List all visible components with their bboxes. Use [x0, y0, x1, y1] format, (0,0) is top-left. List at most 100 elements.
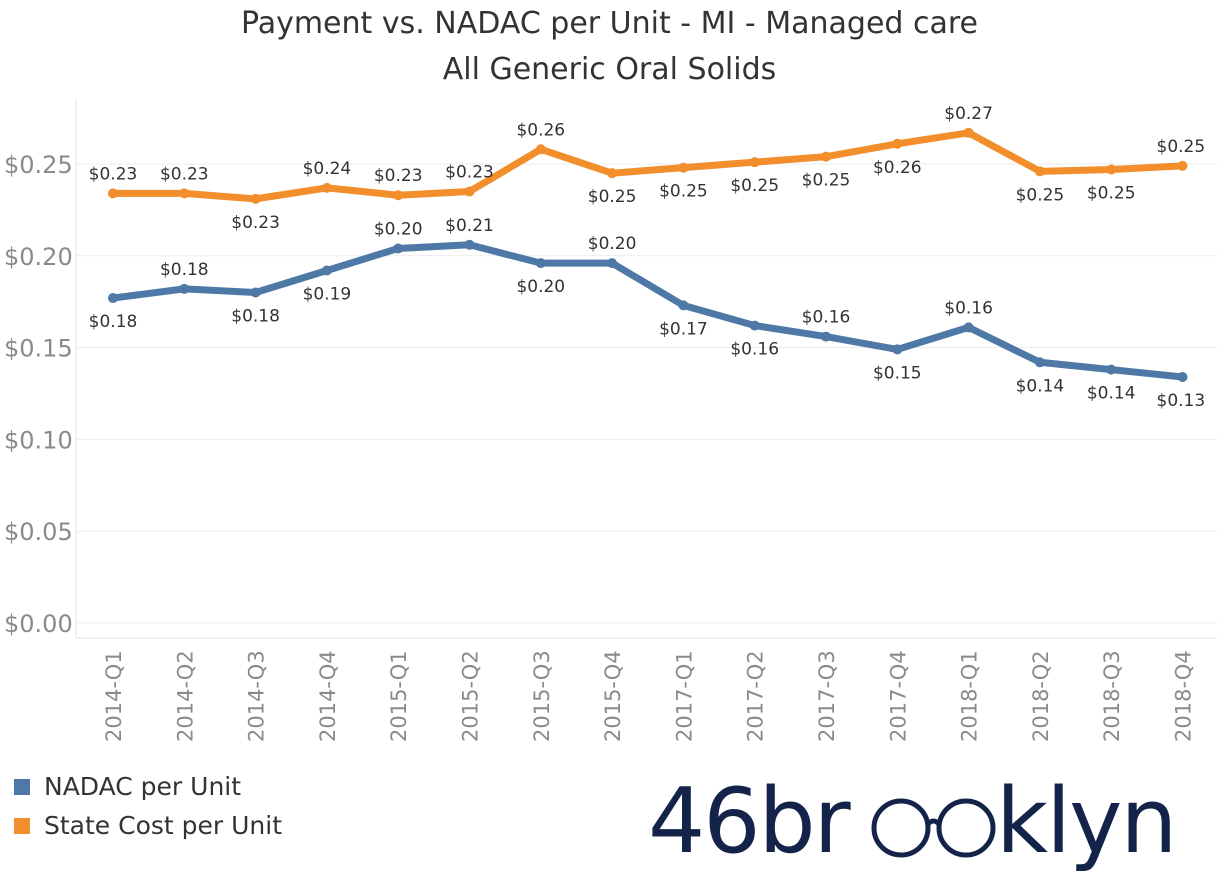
x-tick-label: 2014-Q4: [316, 650, 340, 742]
data-label-nadac: $0.18: [160, 260, 209, 280]
data-point-state-cost: [1106, 164, 1117, 175]
data-point-state-cost: [250, 193, 261, 204]
data-point-state-cost: [821, 151, 831, 162]
x-tick-label: 2018-Q1: [958, 650, 982, 742]
data-label-nadac: $0.13: [1157, 391, 1206, 411]
y-tick-label: $0.00: [4, 610, 73, 638]
data-point-state-cost: [963, 127, 974, 138]
x-tick-label: 2018-Q3: [1100, 650, 1124, 742]
data-label-nadac: $0.20: [516, 277, 565, 297]
y-tick-label: $0.10: [4, 426, 73, 454]
glasses-icon: [871, 798, 996, 858]
data-label-state-cost: $0.26: [873, 158, 922, 178]
data-point-nadac: [678, 300, 689, 311]
data-label-state-cost: $0.25: [1016, 185, 1065, 205]
data-point-state-cost: [678, 162, 689, 173]
x-tick-label: 2014-Q2: [173, 650, 197, 742]
legend-label-nadac: NADAC per Unit: [44, 772, 242, 801]
data-label-state-cost: $0.25: [588, 187, 637, 207]
data-label-state-cost: $0.23: [374, 166, 423, 186]
data-label-state-cost: $0.27: [944, 104, 993, 124]
data-label-state-cost: $0.24: [303, 159, 352, 179]
data-point-state-cost: [393, 190, 404, 201]
data-label-state-cost: $0.25: [730, 176, 779, 196]
x-tick-label: 2015-Q3: [530, 650, 554, 742]
data-label-nadac: $0.15: [873, 363, 922, 383]
y-tick-label: $0.25: [4, 151, 73, 179]
data-point-nadac: [250, 287, 261, 298]
data-label-state-cost: $0.23: [445, 163, 494, 183]
series-line-nadac: [109, 241, 1186, 381]
x-tick-label: 2018-Q4: [1172, 650, 1196, 742]
data-point-nadac: [963, 322, 974, 333]
data-label-state-cost: $0.23: [89, 164, 138, 184]
data-label-nadac: $0.16: [944, 298, 993, 318]
line-chart: $0.00 $0.05 $0.10 $0.15 $0.20 $0.25 2014-Q1 201…: [4, 100, 1217, 742]
data-point-nadac: [607, 258, 618, 269]
data-point-state-cost: [892, 138, 903, 149]
data-point-state-cost: [1177, 160, 1188, 171]
data-label-state-cost: $0.23: [160, 164, 209, 184]
data-point-nadac: [108, 293, 118, 304]
data-point-nadac: [321, 265, 332, 276]
data-point-state-cost: [749, 157, 760, 168]
data-point-state-cost: [179, 188, 190, 199]
data-point-nadac: [892, 344, 903, 355]
chart-subtitle: All Generic Oral Solids: [442, 52, 777, 87]
x-tick-label: 2017-Q2: [744, 650, 768, 742]
data-point-nadac: [179, 283, 190, 294]
data-point-state-cost: [108, 188, 118, 199]
x-tick-label: 2017-Q4: [886, 650, 910, 742]
x-tick-label: 2015-Q1: [387, 650, 411, 742]
data-label-nadac: $0.18: [89, 312, 138, 332]
x-tick-label: 2018-Q2: [1029, 650, 1053, 742]
data-point-state-cost: [607, 168, 618, 179]
data-label-nadac: $0.14: [1016, 376, 1065, 396]
data-point-state-cost: [535, 144, 546, 155]
x-tick-label: 2015-Q4: [601, 650, 625, 742]
x-tick-label: 2017-Q3: [815, 650, 839, 742]
x-tick-label: 2014-Q1: [102, 650, 126, 742]
data-point-state-cost: [321, 182, 332, 193]
logo-text-before: 46br: [648, 774, 851, 874]
data-label-nadac: $0.21: [445, 216, 494, 236]
y-tick-label: $0.15: [4, 335, 73, 363]
legend-label-state-cost: State Cost per Unit: [44, 811, 283, 840]
data-label-state-cost: $0.25: [659, 182, 708, 202]
data-label-nadac: $0.18: [231, 307, 280, 327]
x-tick-label: 2015-Q2: [459, 650, 483, 742]
logo-text-after: klyn: [996, 774, 1175, 874]
data-label-state-cost: $0.25: [1087, 184, 1136, 204]
data-label-nadac: $0.17: [659, 319, 708, 339]
data-label-nadac: $0.20: [374, 219, 423, 239]
series-line-state-cost: [109, 129, 1186, 203]
data-point-nadac: [1106, 364, 1117, 375]
data-point-state-cost: [464, 186, 475, 197]
data-label-nadac: $0.16: [802, 308, 851, 328]
data-point-nadac: [393, 243, 404, 254]
data-point-nadac: [821, 331, 831, 342]
y-tick-label: $0.05: [4, 518, 73, 546]
y-tick-label: $0.20: [4, 243, 73, 271]
legend-swatch-nadac: [14, 778, 30, 795]
chart-title: Payment vs. NADAC per Unit - MI - Manage…: [240, 6, 979, 41]
x-tick-label: 2014-Q3: [245, 650, 269, 742]
x-tick-label: 2017-Q1: [672, 650, 696, 742]
data-label-state-cost: $0.23: [231, 213, 280, 233]
legend-item-nadac[interactable]: NADAC per Unit: [14, 772, 241, 801]
data-point-nadac: [535, 258, 546, 269]
data-label-nadac: $0.16: [730, 340, 779, 360]
data-point-nadac: [1177, 371, 1188, 382]
data-label-state-cost: $0.25: [1157, 137, 1206, 157]
legend-swatch-state-cost: [14, 817, 30, 834]
brand-logo: 46br klyn: [648, 774, 1177, 874]
data-point-nadac: [1034, 357, 1045, 368]
data-label-state-cost: $0.25: [802, 171, 851, 191]
data-point-state-cost: [1034, 166, 1045, 177]
data-label-nadac: $0.20: [588, 234, 637, 254]
legend-item-state-cost[interactable]: State Cost per Unit: [14, 811, 282, 840]
data-label-nadac: $0.19: [303, 284, 352, 304]
data-point-nadac: [749, 320, 760, 331]
data-label-state-cost: $0.26: [516, 120, 565, 140]
data-point-nadac: [464, 239, 475, 250]
